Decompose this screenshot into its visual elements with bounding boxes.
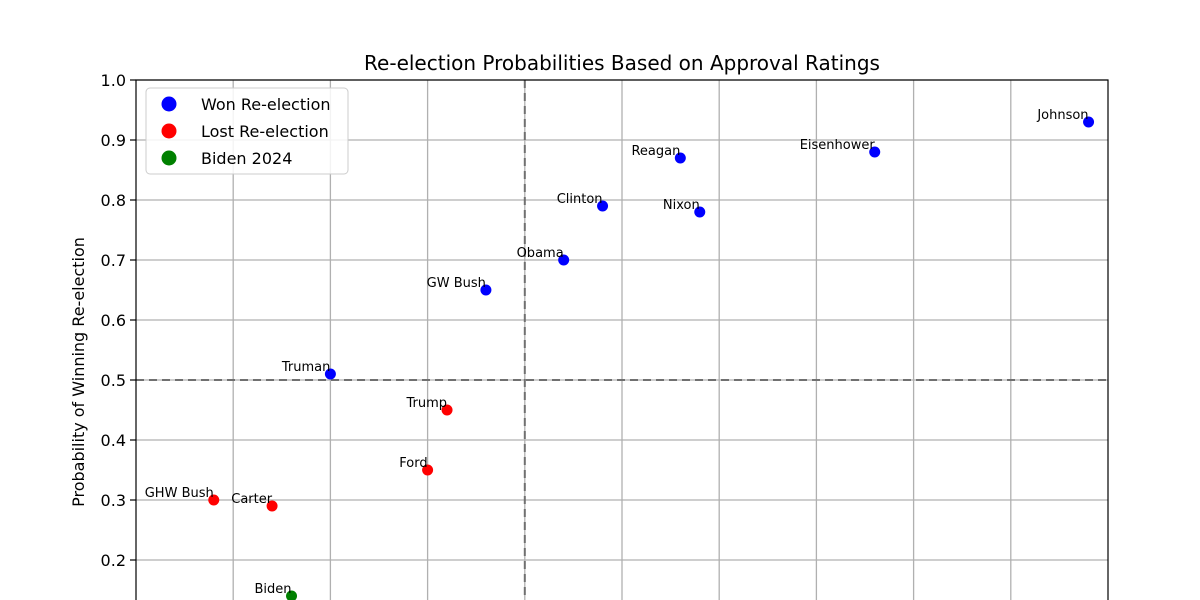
y-tick-label: 0.6	[101, 311, 126, 330]
data-point-label: Clinton	[557, 192, 603, 207]
legend: Won Re-election Lost Re-election Biden 202…	[145, 87, 349, 175]
data-point	[1083, 116, 1095, 128]
data-point-label: Ford	[399, 456, 427, 471]
data-point	[286, 590, 298, 600]
legend-box	[145, 87, 349, 175]
y-tick-label: 0.9	[101, 131, 126, 150]
data-point-label: Reagan	[631, 144, 680, 159]
y-tick-label: 0.5	[101, 371, 126, 390]
data-point-label: Johnson	[1036, 108, 1088, 123]
data-point	[597, 200, 609, 212]
data-point	[694, 206, 706, 218]
data-point-label: Biden	[254, 582, 291, 597]
data-point	[480, 284, 492, 296]
reference-lines	[136, 80, 1108, 600]
legend-entry-label: Won Re-election	[201, 95, 331, 114]
data-point	[869, 146, 881, 158]
legend-marker	[161, 150, 177, 166]
legend-marker	[161, 96, 177, 112]
y-axis-ticks: 0.10.20.30.40.50.60.70.80.91.0	[101, 71, 136, 570]
data-point-label: GHW Bush	[145, 486, 214, 501]
data-point	[208, 494, 220, 506]
data-points: Johnson Eisenhower Reagan Clinton Nixon Obama…	[145, 108, 1095, 600]
data-point-label: Eisenhower	[800, 138, 876, 153]
legend-entry-label: Lost Re-election	[201, 122, 329, 141]
y-axis-label: Probability of Winning Re-election	[69, 237, 88, 507]
data-point-label: Truman	[281, 360, 330, 375]
y-tick-label: 0.4	[101, 431, 126, 450]
data-point	[422, 464, 434, 476]
data-point-label: GW Bush	[427, 276, 486, 291]
data-point-label: Nixon	[663, 198, 700, 213]
data-point	[324, 368, 336, 380]
plot-frame	[135, 79, 1109, 600]
legend-marker	[161, 123, 177, 139]
data-point-label: Trump	[406, 396, 448, 411]
data-point-label: Carter	[231, 492, 272, 507]
chart-title: Re-election Probabilities Based on Appro…	[364, 51, 880, 75]
data-point	[441, 404, 453, 416]
y-tick-label: 0.7	[101, 251, 126, 270]
data-point-label: Obama	[517, 246, 564, 261]
data-point	[674, 152, 686, 164]
data-point	[266, 500, 278, 512]
data-point	[558, 254, 570, 266]
y-tick-label: 0.3	[101, 491, 126, 510]
legend-entry-label: Biden 2024	[201, 149, 292, 168]
y-tick-label: 0.8	[101, 191, 126, 210]
y-tick-label: 1.0	[101, 71, 126, 90]
y-tick-label: 0.2	[101, 551, 126, 570]
